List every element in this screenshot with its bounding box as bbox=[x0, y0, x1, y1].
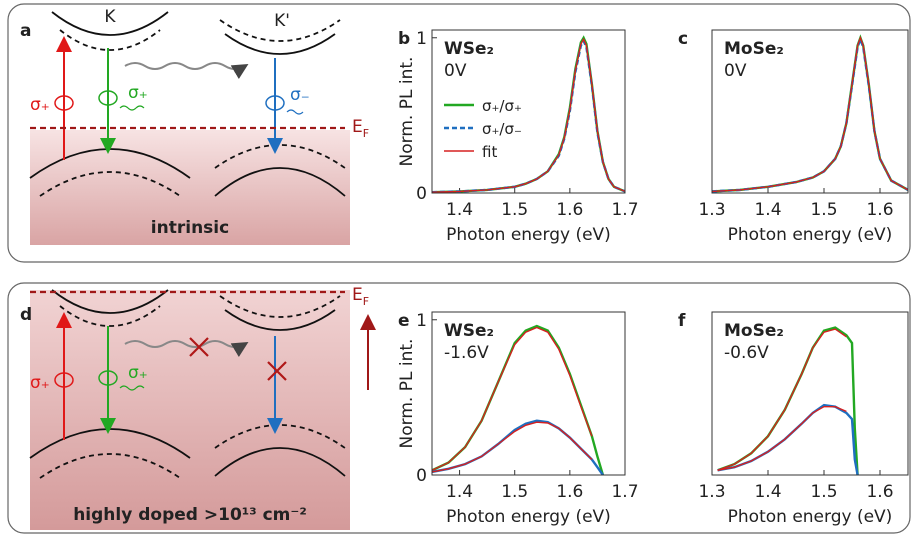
band bbox=[51, 11, 169, 36]
band bbox=[224, 33, 336, 55]
sample-label: WSe₂ bbox=[444, 321, 494, 341]
sigma-label: σ₋ bbox=[290, 85, 310, 105]
x-tick-label: 1.4 bbox=[446, 200, 473, 220]
band bbox=[51, 289, 169, 314]
band bbox=[219, 295, 341, 318]
series-line bbox=[432, 37, 625, 193]
sample-label: MoSe₂ bbox=[724, 321, 784, 341]
voltage-label: -0.6V bbox=[724, 343, 769, 363]
panel-label: f bbox=[678, 311, 686, 331]
wavy bbox=[119, 385, 145, 391]
panel-label: e bbox=[398, 311, 410, 331]
x-tick-label: 1.3 bbox=[698, 482, 725, 502]
caption: intrinsic bbox=[151, 218, 229, 238]
x-tick-label: 1.5 bbox=[501, 200, 528, 220]
series-line bbox=[717, 406, 847, 471]
x-tick-label: 1.5 bbox=[810, 482, 837, 502]
chart: 1.3 1.4 1.5 1.6 f MoSe₂-0.6V Photon energy (eV… bbox=[678, 311, 909, 527]
valley-label: K bbox=[104, 7, 116, 27]
x-tick-label: 1.7 bbox=[611, 482, 638, 502]
band bbox=[224, 309, 336, 331]
y-tick-label: 0 bbox=[416, 184, 427, 204]
voltage-label: -1.6V bbox=[444, 343, 489, 363]
fermi-label: EF bbox=[352, 285, 369, 308]
legend-label: σ₊/σ₋ bbox=[482, 120, 522, 138]
polarization bbox=[54, 372, 74, 388]
wavy-arrow bbox=[124, 62, 249, 80]
band-fill bbox=[30, 130, 350, 245]
plot-frame bbox=[711, 29, 909, 194]
band bbox=[59, 29, 161, 51]
legend-label: σ₊/σ₊ bbox=[482, 97, 522, 115]
sigma-label: σ₊ bbox=[30, 373, 50, 393]
plot-frame bbox=[711, 311, 909, 476]
y-tick-label: 1 bbox=[416, 311, 427, 331]
diagram-d: d σ₊ σ₊ EF highly doped >10¹³ cm⁻² bbox=[20, 285, 376, 530]
sigma-label: σ₊ bbox=[128, 363, 148, 383]
band bbox=[219, 19, 341, 42]
sigma-label: σ₊ bbox=[30, 95, 50, 115]
x-tick-label: 1.4 bbox=[754, 200, 781, 220]
wavy bbox=[286, 109, 304, 115]
plot-frame bbox=[431, 29, 626, 194]
x-axis-label: Photon energy (eV) bbox=[446, 507, 611, 527]
x-tick-label: 1.6 bbox=[556, 200, 583, 220]
plot-frame bbox=[431, 311, 626, 476]
wavy bbox=[119, 105, 145, 111]
caption: highly doped >10¹³ cm⁻² bbox=[73, 505, 307, 525]
y-axis-label: Norm. PL int. bbox=[397, 339, 417, 449]
cross bbox=[189, 337, 287, 381]
x-axis-label: Photon energy (eV) bbox=[728, 225, 893, 245]
polarization bbox=[54, 95, 74, 111]
series-line bbox=[717, 328, 847, 471]
panel-label: d bbox=[20, 305, 32, 325]
polarization bbox=[98, 90, 118, 106]
sample-label: WSe₂ bbox=[444, 39, 494, 59]
voltage-label: 0V bbox=[724, 61, 747, 81]
band bbox=[214, 167, 346, 197]
panel-label: a bbox=[20, 21, 31, 41]
y-tick-label: 1 bbox=[416, 29, 427, 49]
polarization bbox=[98, 370, 118, 386]
series-line bbox=[432, 421, 593, 473]
x-tick-label: 1.6 bbox=[866, 482, 893, 502]
band bbox=[214, 447, 346, 477]
valley-label: K' bbox=[274, 11, 290, 31]
y-axis-label: Norm. PL int. bbox=[397, 57, 417, 167]
polarization bbox=[265, 95, 285, 111]
sigma-label: σ₊ bbox=[128, 83, 148, 103]
series-line bbox=[432, 326, 593, 471]
x-tick-label: 1.6 bbox=[556, 482, 583, 502]
panel-label: c bbox=[678, 29, 688, 49]
series-line bbox=[717, 403, 859, 475]
x-tick-label: 1.5 bbox=[501, 482, 528, 502]
band bbox=[39, 171, 181, 197]
x-axis-label: Photon energy (eV) bbox=[728, 507, 893, 527]
fermi-label: EF bbox=[352, 117, 369, 140]
chart: 1.4 1.5 1.6 1.7 0 1e WSe₂-1.6V Photon energy (e… bbox=[397, 311, 639, 527]
x-tick-label: 1.7 bbox=[611, 200, 638, 220]
voltage-label: 0V bbox=[444, 61, 467, 81]
panel-label: b bbox=[398, 29, 410, 49]
sample-label: MoSe₂ bbox=[724, 39, 784, 59]
panel-frame bbox=[7, 282, 911, 534]
x-axis-label: Photon energy (eV) bbox=[446, 225, 611, 245]
x-tick-label: 1.6 bbox=[866, 200, 893, 220]
x-tick-label: 1.3 bbox=[698, 200, 725, 220]
diagram-a: a K K' σ₊ σ₊ σ₋ EF intrinsic bbox=[20, 7, 369, 245]
x-tick-label: 1.5 bbox=[810, 200, 837, 220]
wavy-arrow bbox=[124, 340, 249, 358]
band bbox=[39, 453, 181, 479]
legend-label: fit bbox=[482, 143, 497, 161]
series-line bbox=[712, 35, 908, 193]
x-tick-label: 1.4 bbox=[754, 482, 781, 502]
y-tick-label: 0 bbox=[416, 466, 427, 486]
x-tick-label: 1.4 bbox=[446, 482, 473, 502]
band-fill bbox=[30, 290, 350, 530]
panel-frame bbox=[7, 3, 911, 263]
